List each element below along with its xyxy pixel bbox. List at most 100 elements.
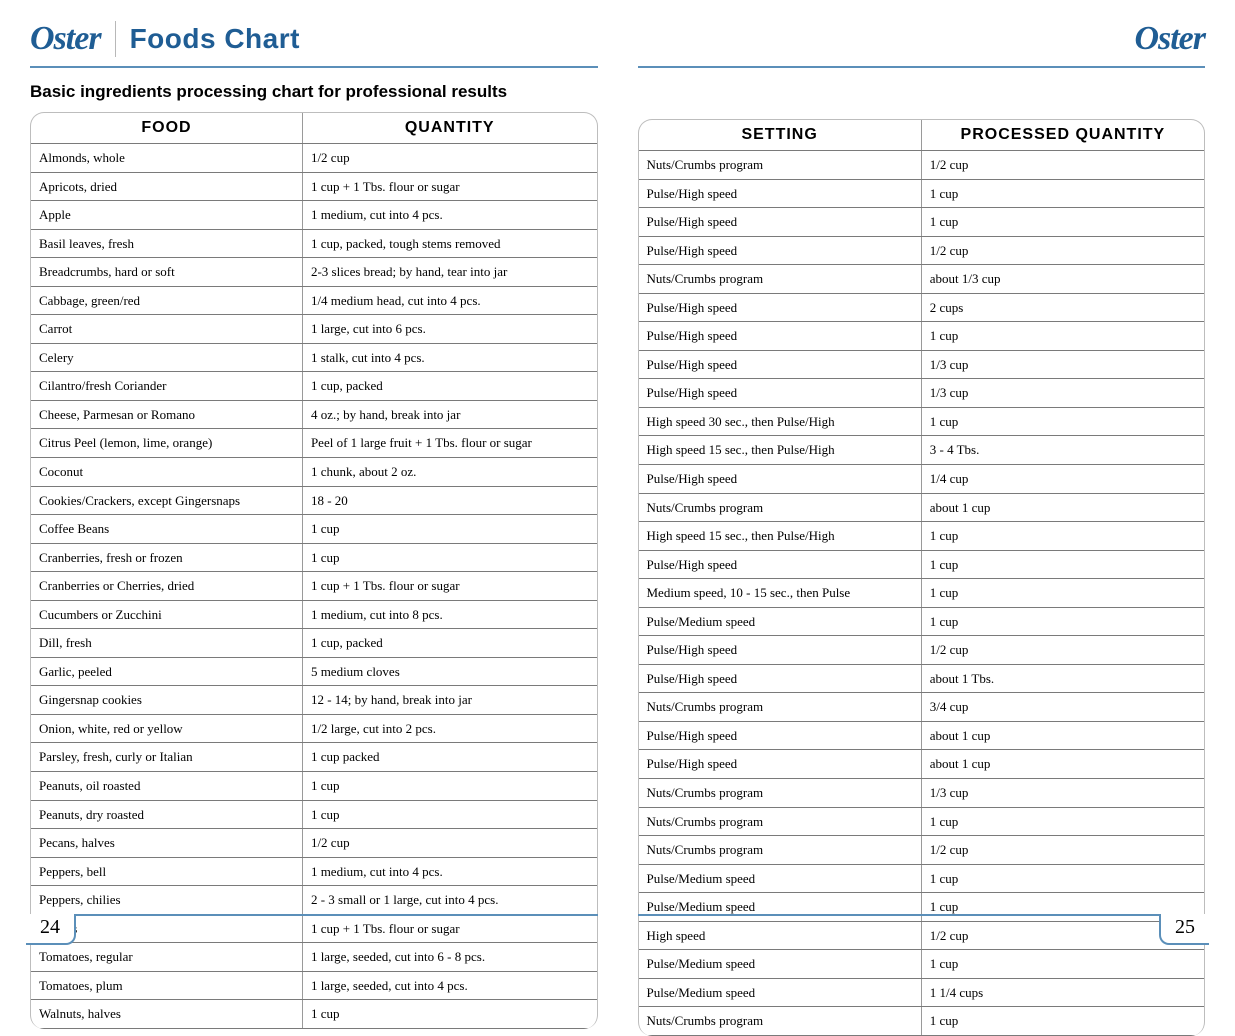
table-cell: Pulse/Medium speed bbox=[639, 978, 922, 1007]
food-quantity-table: FOOD Quantity Almonds, whole1/2 cupApric… bbox=[31, 113, 597, 1029]
table-cell: about 1 cup bbox=[921, 750, 1204, 779]
table-row: Nuts/Crumbs program3/4 cup bbox=[639, 693, 1205, 722]
table-row: Peanuts, oil roasted1 cup bbox=[31, 772, 597, 801]
table-cell: 1 1/4 cups bbox=[921, 978, 1204, 1007]
header-left: Oster Foods Chart bbox=[30, 18, 598, 68]
table-row: Onion, white, red or yellow1/2 large, cu… bbox=[31, 714, 597, 743]
table-row: Pulse/High speed1/2 cup bbox=[639, 236, 1205, 265]
table-cell: 1 cup bbox=[921, 807, 1204, 836]
brand-logo-left: Oster bbox=[30, 20, 115, 58]
table-cell: Pulse/High speed bbox=[639, 379, 922, 408]
table-cell: Pulse/High speed bbox=[639, 721, 922, 750]
table-row: Pulse/High speedabout 1 cup bbox=[639, 750, 1205, 779]
table-row: Pulse/High speed1 cup bbox=[639, 179, 1205, 208]
table-cell: 1 medium, cut into 4 pcs. bbox=[302, 857, 596, 886]
table-row: Peanuts, dry roasted1 cup bbox=[31, 800, 597, 829]
table-cell: 1 chunk, about 2 oz. bbox=[302, 458, 596, 487]
right-table-wrap: Setting Processed Quantity Nuts/Crumbs p… bbox=[638, 119, 1206, 1036]
table-cell: 1 cup bbox=[921, 407, 1204, 436]
table-cell: Medium speed, 10 - 15 sec., then Pulse bbox=[639, 579, 922, 608]
table-cell: 1 cup bbox=[921, 550, 1204, 579]
table-cell: Citrus Peel (lemon, lime, orange) bbox=[31, 429, 302, 458]
table-row: Pulse/Medium speed1 cup bbox=[639, 607, 1205, 636]
footer-left: 24 bbox=[30, 914, 598, 944]
logo-divider bbox=[115, 21, 116, 57]
table-row: Pulse/High speed1/4 cup bbox=[639, 465, 1205, 494]
table-row: Pulse/High speed2 cups bbox=[639, 293, 1205, 322]
table-cell: Pecans, halves bbox=[31, 829, 302, 858]
table-cell: about 1 cup bbox=[921, 493, 1204, 522]
table-row: Pulse/High speed1/2 cup bbox=[639, 636, 1205, 665]
table-row: Pulse/High speed1 cup bbox=[639, 322, 1205, 351]
table-cell: High speed 30 sec., then Pulse/High bbox=[639, 407, 922, 436]
table-cell: Pulse/High speed bbox=[639, 636, 922, 665]
table-cell: Cookies/Crackers, except Gingersnaps bbox=[31, 486, 302, 515]
table-cell: High speed 15 sec., then Pulse/High bbox=[639, 522, 922, 551]
table-cell: 1 medium, cut into 8 pcs. bbox=[302, 600, 596, 629]
table-cell: High speed 15 sec., then Pulse/High bbox=[639, 436, 922, 465]
table-cell: 2-3 slices bread; by hand, tear into jar bbox=[302, 258, 596, 287]
table-cell: Nuts/Crumbs program bbox=[639, 493, 922, 522]
table-cell: Pulse/High speed bbox=[639, 208, 922, 237]
table-cell: Peppers, bell bbox=[31, 857, 302, 886]
table-cell: Garlic, peeled bbox=[31, 657, 302, 686]
table-cell: 1 cup bbox=[921, 208, 1204, 237]
table-cell: Pulse/High speed bbox=[639, 236, 922, 265]
table-cell: Cranberries, fresh or frozen bbox=[31, 543, 302, 572]
table-row: Celery1 stalk, cut into 4 pcs. bbox=[31, 343, 597, 372]
table-row: Pulse/High speed1/3 cup bbox=[639, 350, 1205, 379]
table-cell: 1 cup bbox=[921, 522, 1204, 551]
table-cell: 1/2 cup bbox=[302, 144, 596, 173]
table-cell: 1 cup, packed bbox=[302, 372, 596, 401]
table-cell: Pulse/High speed bbox=[639, 550, 922, 579]
table-cell: 1/2 cup bbox=[302, 829, 596, 858]
table-row: Cranberries, fresh or frozen1 cup bbox=[31, 543, 597, 572]
table-row: Breadcrumbs, hard or soft2-3 slices brea… bbox=[31, 258, 597, 287]
table-row: Medium speed, 10 - 15 sec., then Pulse1 … bbox=[639, 579, 1205, 608]
subtitle: Basic ingredients processing chart for p… bbox=[30, 82, 598, 102]
table-row: Gingersnap cookies12 - 14; by hand, brea… bbox=[31, 686, 597, 715]
table-cell: 1 cup bbox=[302, 772, 596, 801]
table-cell: Carrot bbox=[31, 315, 302, 344]
table-row: Nuts/Crumbs program1/2 cup bbox=[639, 836, 1205, 865]
table-cell: Cranberries or Cherries, dried bbox=[31, 572, 302, 601]
table-cell: Nuts/Crumbs program bbox=[639, 779, 922, 808]
table-cell: 1 large, seeded, cut into 6 - 8 pcs. bbox=[302, 943, 596, 972]
table-cell: 1 large, seeded, cut into 4 pcs. bbox=[302, 971, 596, 1000]
table-cell: 1 cup bbox=[302, 800, 596, 829]
table-cell: Pulse/High speed bbox=[639, 293, 922, 322]
left-table-wrap: FOOD Quantity Almonds, whole1/2 cupApric… bbox=[30, 112, 598, 1029]
table-cell: Almonds, whole bbox=[31, 144, 302, 173]
table-cell: 1 cup bbox=[921, 179, 1204, 208]
table-cell: 1/3 cup bbox=[921, 350, 1204, 379]
table-cell: Nuts/Crumbs program bbox=[639, 807, 922, 836]
table-row: Nuts/Crumbs program1 cup bbox=[639, 807, 1205, 836]
table-cell: 1 cup bbox=[921, 1007, 1204, 1036]
table-cell: 1 cup bbox=[921, 579, 1204, 608]
table-row: Walnuts, halves1 cup bbox=[31, 1000, 597, 1029]
setting-processed-table: Setting Processed Quantity Nuts/Crumbs p… bbox=[639, 120, 1205, 1036]
table-cell: 1/2 cup bbox=[921, 236, 1204, 265]
table-cell: 1 cup bbox=[921, 607, 1204, 636]
table-row: Nuts/Crumbs program1/2 cup bbox=[639, 151, 1205, 180]
table-cell: 2 - 3 small or 1 large, cut into 4 pcs. bbox=[302, 886, 596, 915]
table-cell: about 1 Tbs. bbox=[921, 664, 1204, 693]
table-row: Peppers, chilies2 - 3 small or 1 large, … bbox=[31, 886, 597, 915]
table-cell: 1/3 cup bbox=[921, 779, 1204, 808]
page-left: Oster Foods Chart Basic ingredients proc… bbox=[0, 0, 618, 954]
table-cell: Apricots, dried bbox=[31, 172, 302, 201]
table-cell: Nuts/Crumbs program bbox=[639, 1007, 922, 1036]
footer-right: 25 bbox=[638, 914, 1206, 944]
table-row: Coffee Beans1 cup bbox=[31, 515, 597, 544]
table-cell: Tomatoes, plum bbox=[31, 971, 302, 1000]
col-quantity: Quantity bbox=[302, 113, 596, 144]
table-cell: about 1 cup bbox=[921, 721, 1204, 750]
table-cell: Nuts/Crumbs program bbox=[639, 265, 922, 294]
table-cell: 1/2 cup bbox=[921, 636, 1204, 665]
table-row: Pulse/High speed1/3 cup bbox=[639, 379, 1205, 408]
table-row: Cookies/Crackers, except Gingersnaps18 -… bbox=[31, 486, 597, 515]
table-cell: 1 cup bbox=[921, 864, 1204, 893]
table-row: Dill, fresh1 cup, packed bbox=[31, 629, 597, 658]
table-cell: Coconut bbox=[31, 458, 302, 487]
table-cell: Pulse/Medium speed bbox=[639, 607, 922, 636]
